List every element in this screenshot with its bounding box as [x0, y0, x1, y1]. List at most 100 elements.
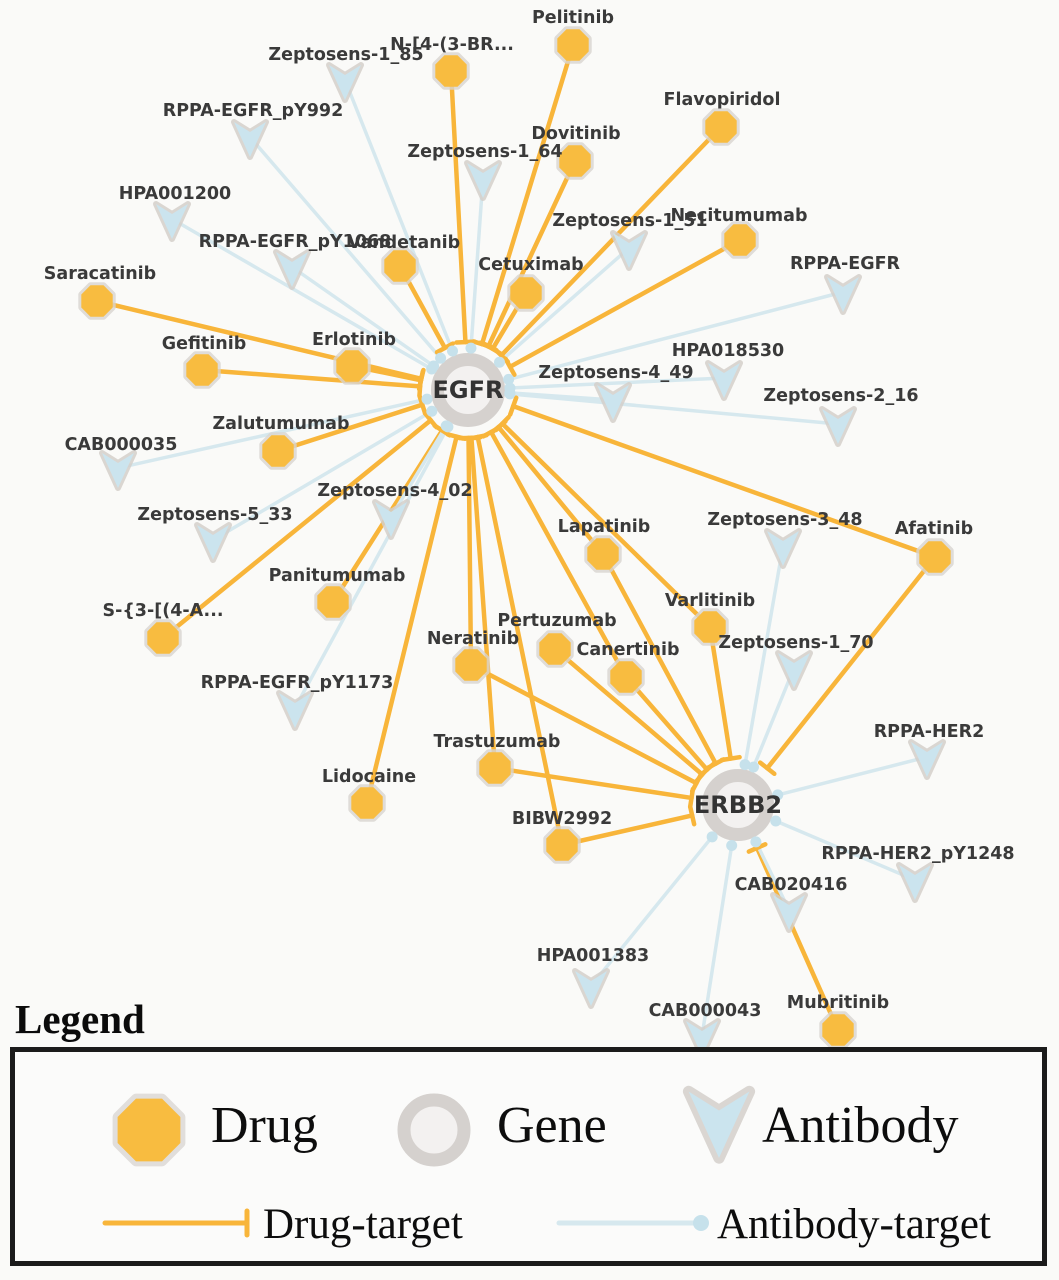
drug-label-Zalutumumab: Zalutumumab [212, 414, 349, 434]
drug-target-edge-Afatinib-ERBB2 [764, 554, 938, 771]
antibody-label-RPPA-EGFR: RPPA-EGFR [790, 254, 901, 274]
antibody-node-RPPA-EGFR_pY1173 [276, 690, 314, 731]
nodes-layer [78, 26, 954, 1059]
drug-label-Trastuzumab: Trastuzumab [434, 732, 561, 752]
drug-node-Afatinib [916, 538, 954, 576]
drug-node-Saracatinib [78, 282, 116, 320]
drug-target-edge-BIBW2992-ERBB2 [559, 813, 695, 848]
drug-target-edge-Canertinib-ERBB2 [623, 674, 710, 772]
gene-nodes-layer [431, 353, 774, 841]
antibody-label-RPPA-HER2_pY1248: RPPA-HER2_pY1248 [821, 844, 1014, 864]
drug-label-Pertuzumab: Pertuzumab [497, 611, 616, 631]
drug-target-edge-Neratinib-EGFR [466, 435, 474, 668]
antibody-label-CAB020416: CAB020416 [735, 875, 848, 895]
inhibition-tee-icon [417, 393, 428, 416]
antibody-target-edge-RPPA-HER2_pY1248 [774, 819, 917, 882]
antibody-label-Zeptosens-1_85: Zeptosens-1_85 [268, 45, 423, 65]
drug-target-edge-BIBW2992-EGFR [475, 434, 565, 848]
legend-title: Legend [15, 996, 145, 1042]
drug-node-BIBW2992 [543, 826, 581, 864]
antibody-target-legend-icon [556, 1215, 709, 1231]
drug-target-edge-Pertuzumab-ERBB2 [552, 646, 705, 777]
drug-node-Trastuzumab [476, 749, 514, 787]
drug-label-Pelitinib: Pelitinib [532, 8, 614, 28]
antibody-label-Zeptosens-1_51: Zeptosens-1_51 [552, 211, 707, 231]
drug-target-edge-Varlitinib-EGFR [500, 421, 713, 630]
edge-dot-icon [426, 405, 438, 417]
drug-node-Erlotinib [333, 347, 371, 385]
drug-target-edge-Trastuzumab-EGFR [469, 435, 498, 771]
legend-box: Drug Gene Antibody Drug-target Antibody-… [10, 1047, 1047, 1266]
antibody-node-RPPA-HER2_pY1248 [896, 862, 934, 903]
inhibition-tee-icon [416, 369, 426, 392]
antibody-node-Zeptosens-1_70 [775, 650, 813, 691]
edge-dot-icon [504, 388, 516, 400]
antibody-label-RPPA-HER2: RPPA-HER2 [874, 722, 985, 742]
inhibition-tee-icon [454, 339, 477, 345]
drug-label-Canertinib: Canertinib [577, 640, 680, 660]
legend-drug-target-label: Drug-target [263, 1201, 463, 1248]
drug-target-edge-Mubritinib-ERBB2 [754, 845, 841, 1033]
drug-label-Mubritinib: Mubritinib [787, 993, 889, 1013]
antibody-target-edge-Zeptosens-5_33 [211, 409, 434, 542]
antibody-node-Zeptosens-4_49 [594, 382, 632, 423]
edge-dot-icon [428, 360, 440, 372]
drug-node-Flavopiridol [702, 108, 740, 146]
legend-gene-label: Gene [497, 1097, 607, 1154]
inhibition-tee-icon [466, 432, 489, 442]
edge-dot-icon [726, 840, 738, 852]
gene-label-EGFR: EGFR [433, 376, 504, 404]
legend-antibody-target-label: Antibody-target [717, 1201, 991, 1248]
edge-dot-icon [435, 352, 447, 364]
drug-target-edge-Lapatinib-ERBB2 [600, 551, 718, 766]
antibody-label-HPA018530: HPA018530 [672, 341, 784, 361]
antibody-label-Zeptosens-4_49: Zeptosens-4_49 [538, 363, 693, 383]
drug-target-edge-Necitumumab-EGFR [507, 237, 743, 370]
antibody-node-HPA001383 [572, 968, 610, 1009]
antibody-node-Zeptosens-3_48 [764, 528, 802, 569]
edge-dot-icon [748, 761, 760, 773]
antibody-node-Zeptosens-4_02 [372, 499, 410, 540]
gene-node-ERBB2 [702, 769, 774, 841]
drug-node-Zalutumumab [259, 432, 297, 470]
drug-legend-icon [112, 1093, 186, 1167]
drug-node-Gefitinib [183, 351, 221, 389]
edge-dot-icon [493, 356, 505, 368]
antibody-target-edge-Zeptosens-1_64 [469, 176, 485, 350]
antibody-target-edge-RPPA-EGFR_pY1173 [293, 425, 450, 710]
antibody-target-edge-Zeptosens-4_02 [389, 424, 448, 519]
antibody-node-Zeptosens-5_33 [194, 522, 232, 563]
gene-legend-icon [397, 1093, 471, 1167]
antibody-target-edge-RPPA-EGFR [506, 290, 845, 382]
drug-node-Lapatinib [584, 535, 622, 573]
antibody-label-Zeptosens-5_33: Zeptosens-5_33 [137, 505, 292, 525]
antibody-label-Zeptosens-2_16: Zeptosens-2_16 [763, 386, 918, 406]
drug-target-edge-Afatinib-EGFR [510, 403, 938, 560]
gene-label-ERBB2: ERBB2 [694, 791, 782, 819]
antibody-node-HPA001200 [153, 201, 191, 242]
edge-markers-layer [416, 339, 784, 854]
drug-label-Lapatinib: Lapatinib [558, 517, 651, 537]
drug-node-S-A [144, 619, 182, 657]
drug-node-Dovitinib [556, 142, 594, 180]
antibody-target-edge-RPPA-HER2 [775, 755, 929, 797]
inhibition-tee-icon [719, 754, 742, 763]
drug-node-N-BR [432, 52, 470, 90]
drug-label-Dovitinib: Dovitinib [531, 124, 620, 144]
drug-node-Pelitinib [554, 26, 592, 64]
inhibition-tee-icon [507, 395, 519, 417]
drug-node-Neratinib [452, 646, 490, 684]
labels-layer: EGFR ERBB2 Pelitinib N-[4-(3-BR... Dovitinib… [44, 8, 1015, 1021]
inhibition-tee-icon [746, 842, 768, 854]
inhibition-tee-icon [694, 765, 711, 784]
drug-node-Vandetanib [381, 247, 419, 285]
antibody-label-HPA001383: HPA001383 [537, 946, 649, 966]
antibody-target-edge-RPPA-EGFR_pY1068 [290, 265, 436, 368]
antibody-target-edge-HPA001200 [170, 217, 434, 371]
edge-dot-icon [739, 759, 751, 771]
drug-target-edge-Canertinib-EGFR [488, 429, 629, 680]
drug-target-edge-Lidocaine-EGFR [364, 434, 459, 806]
inhibition-tee-icon [757, 760, 777, 777]
drug-node-Canertinib [607, 658, 645, 696]
